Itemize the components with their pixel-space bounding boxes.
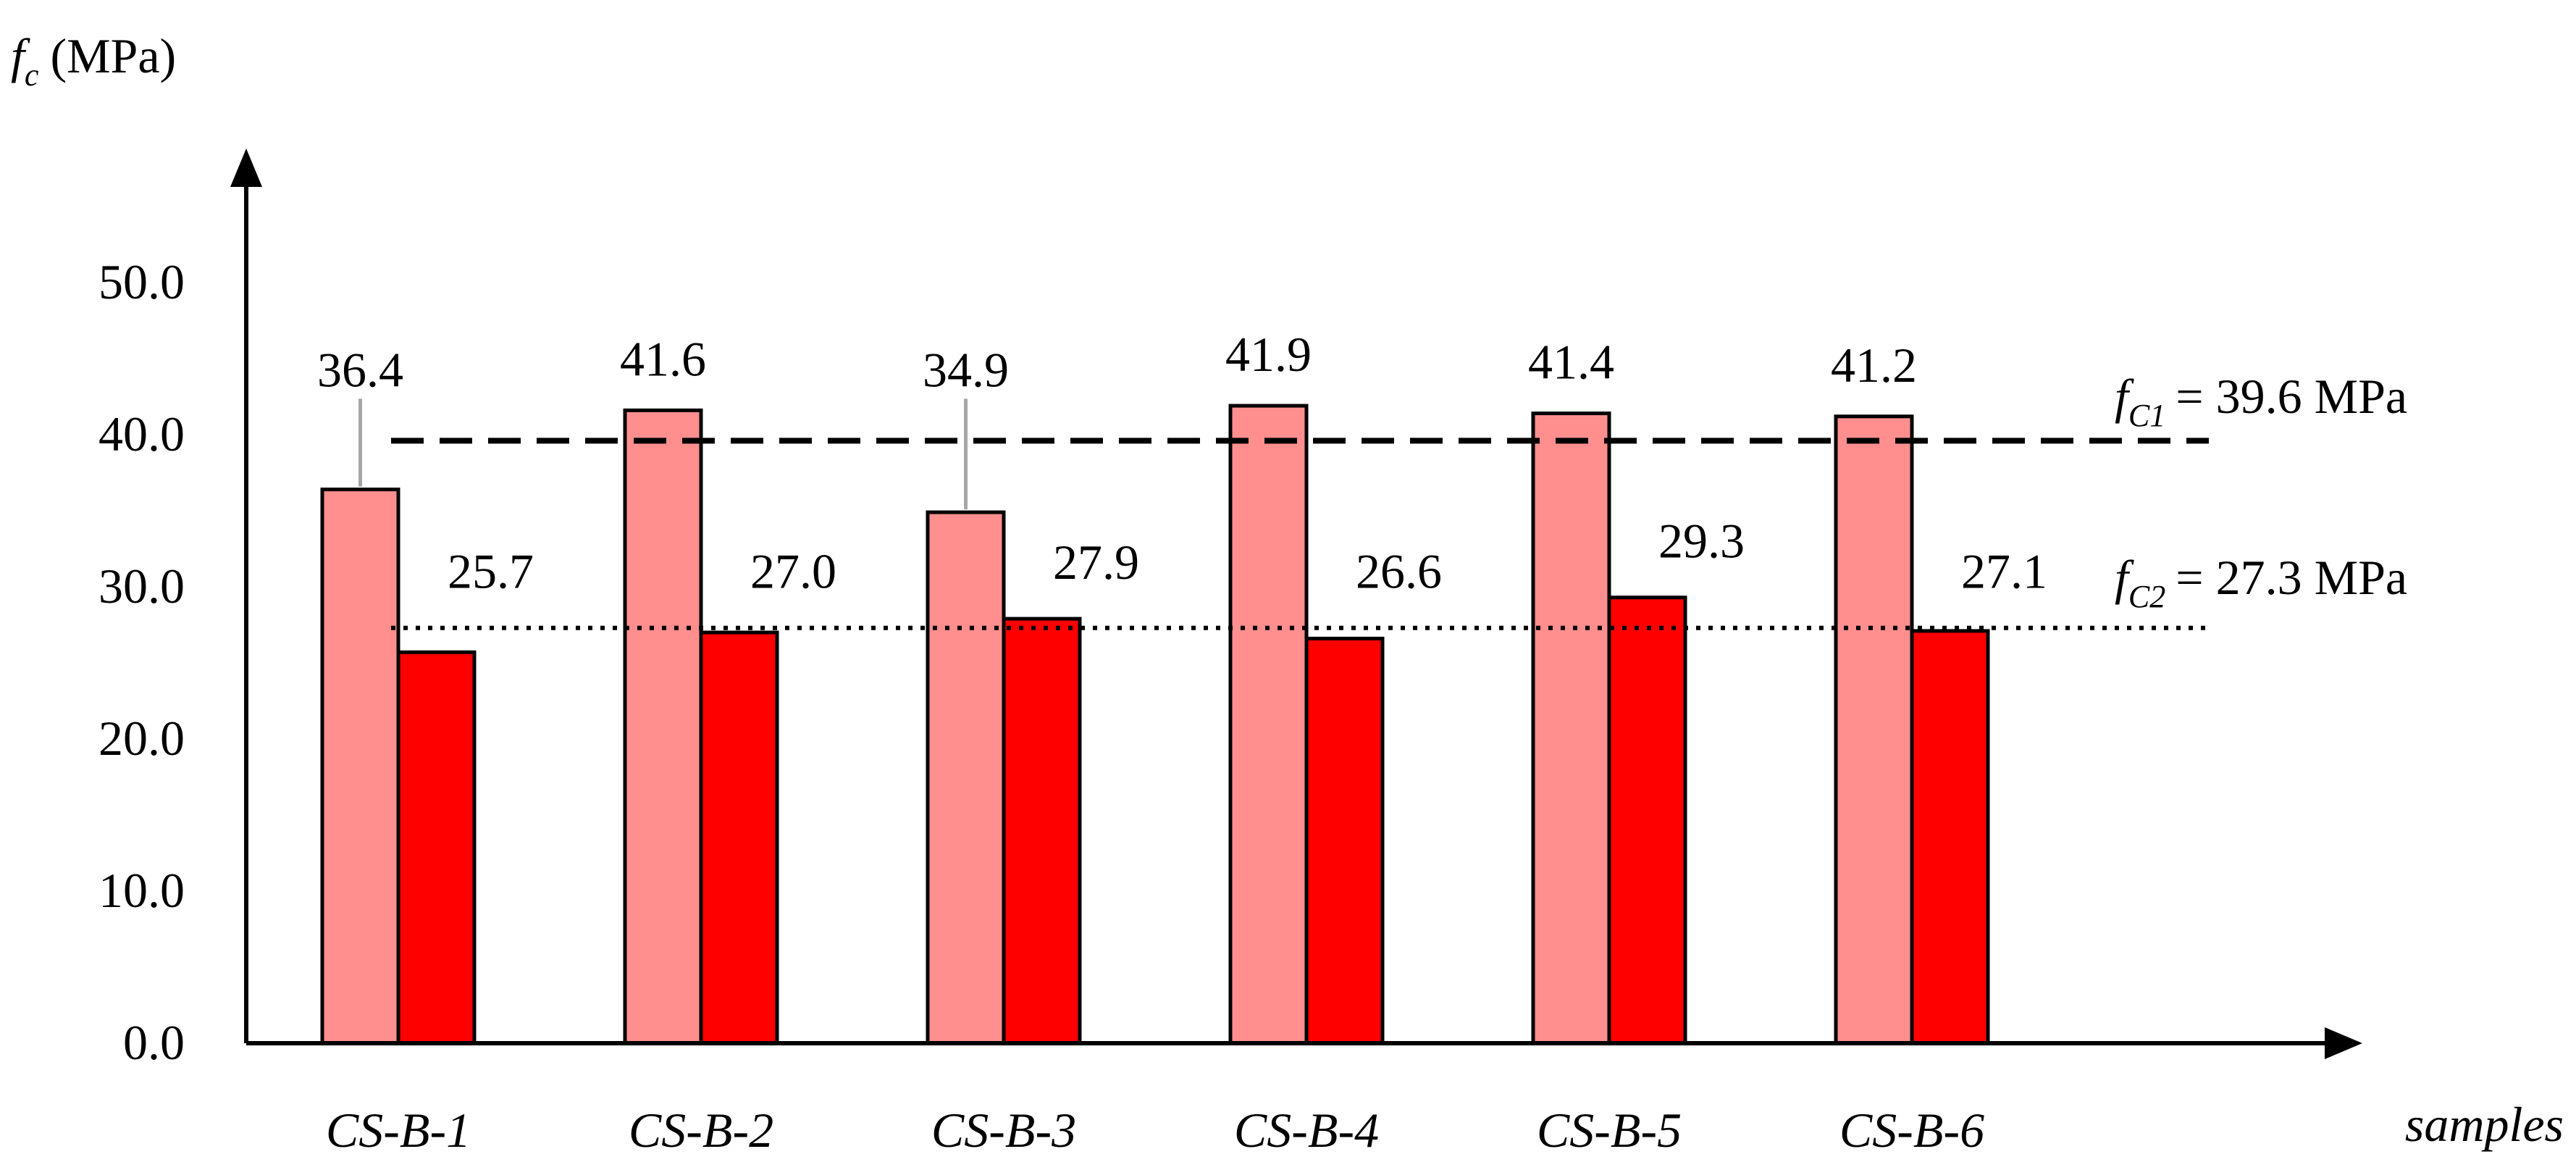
fc1-subscript: C1 [2128, 398, 2165, 433]
bar-series-2 [1002, 617, 1082, 1045]
y-tick-label: 0.0 [123, 1015, 185, 1070]
bar-series-2 [396, 650, 477, 1045]
y-axis-subscript: c [25, 57, 39, 93]
y-tick-label: 30.0 [98, 559, 185, 614]
bar-series-1 [1834, 414, 1914, 1045]
bar-series-1 [623, 408, 703, 1045]
bar-data-label-series-1: 41.6 [620, 331, 706, 386]
bar-data-label-series-1: 41.2 [1831, 338, 1917, 393]
bar-series-1 [926, 510, 1006, 1045]
bar-data-label-series-1: 41.4 [1528, 335, 1614, 390]
y-tick-label: 40.0 [98, 406, 185, 461]
x-tick-label: CS-B-2 [629, 1103, 773, 1158]
y-axis-arrow [230, 149, 262, 187]
bar-data-label-series-2: 25.7 [448, 544, 534, 599]
bar-data-label-series-1: 34.9 [923, 342, 1009, 397]
bar-series-1 [1531, 411, 1611, 1045]
x-axis-arrow [2325, 1027, 2362, 1059]
chart-marks: 0.0 10.0 20.0 30.0 40.0 50.0 CS-B-1 CS-B-2 CS-B-… [98, 254, 2209, 1158]
bar-series-2 [1304, 636, 1385, 1045]
y-tick-label: 20.0 [98, 711, 185, 766]
bar-data-label-series-1: 36.4 [317, 342, 403, 397]
fc2-reference-label: fC2 = 27.3 MPa [2115, 550, 2407, 614]
x-tick-label: CS-B-6 [1839, 1103, 1984, 1158]
x-tick-label: CS-B-3 [931, 1103, 1076, 1158]
y-axis-title: fc (MPa) [11, 28, 176, 93]
x-tick-label: CS-B-1 [326, 1103, 471, 1158]
fc2-value: = 27.3 MPa [2176, 550, 2407, 605]
fc2-subscript: C2 [2128, 579, 2165, 614]
bar-data-label-series-1: 41.9 [1225, 327, 1312, 382]
x-tick-label: CS-B-5 [1537, 1103, 1682, 1158]
y-tick-label: 10.0 [98, 863, 185, 918]
y-axis-unit: (MPa) [50, 28, 176, 83]
bar-data-label-series-2: 27.0 [750, 544, 836, 599]
bar-data-label-series-2: 27.1 [1961, 544, 2047, 599]
bar-series-2 [1607, 596, 1687, 1045]
bar-data-label-series-2: 27.9 [1053, 535, 1139, 590]
bar-data-label-series-2: 29.3 [1658, 514, 1745, 569]
x-axis-title: samples [2405, 1097, 2564, 1152]
bar-series-2 [1910, 629, 1990, 1045]
y-tick-label: 50.0 [98, 254, 185, 309]
fc1-value: = 39.6 MPa [2176, 369, 2407, 424]
bar-series-1 [320, 488, 400, 1045]
bar-data-label-series-2: 26.6 [1356, 544, 1442, 599]
x-tick-label: CS-B-4 [1234, 1103, 1379, 1158]
bar-series-1 [1228, 404, 1309, 1045]
bar-series-2 [699, 630, 779, 1045]
fc1-reference-label: fC1 = 39.6 MPa [2115, 369, 2407, 433]
